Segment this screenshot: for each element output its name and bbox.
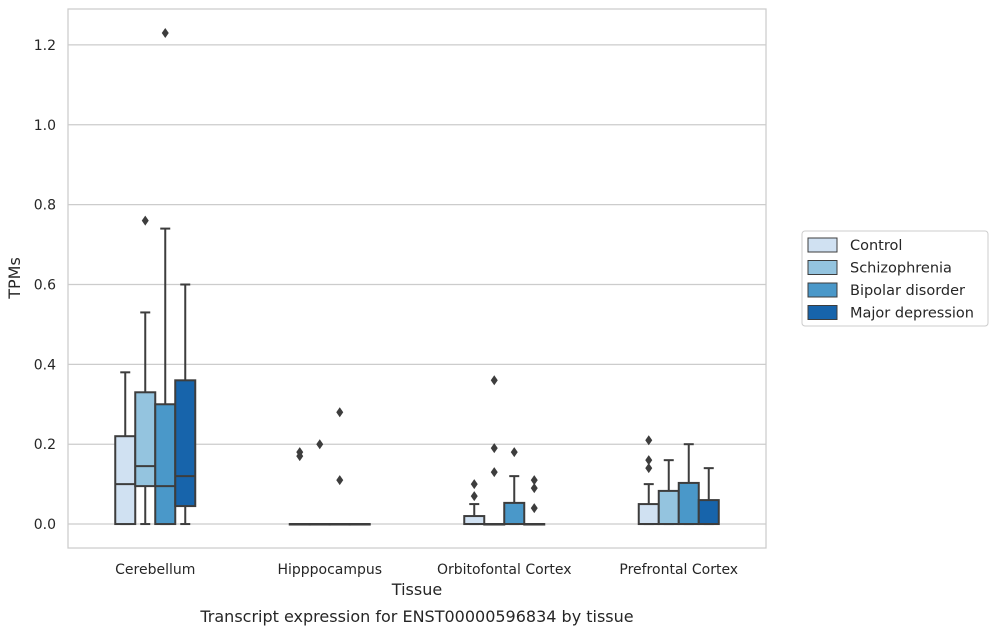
- outlier-point: [530, 475, 538, 486]
- legend: Control Schizophrenia Bipolar disorder Majo…: [801, 230, 989, 327]
- y-tick-label: 0.4: [34, 357, 56, 373]
- outlier-point: [336, 475, 344, 486]
- box: [503, 501, 526, 526]
- legend-label: Major depression: [850, 306, 974, 322]
- box: [154, 403, 177, 526]
- outlier-point: [530, 483, 538, 494]
- legend-label: Schizophrenia: [850, 261, 952, 277]
- outlier-point: [645, 463, 653, 474]
- outlier-point: [510, 447, 518, 458]
- legend-swatch: [807, 260, 838, 275]
- box-group: [114, 27, 720, 526]
- box: [697, 499, 720, 526]
- x-axis-label: Tissue: [391, 580, 442, 599]
- x-tick-label: Hipppocampus: [277, 562, 382, 578]
- box: [174, 379, 197, 508]
- y-axis-label: TPMs: [5, 257, 24, 300]
- x-tick-labels: Cerebellum Hipppocampus Orbitofontal Corte…: [115, 562, 738, 578]
- legend-frame: [801, 230, 989, 327]
- outlier-point: [645, 455, 653, 466]
- outlier-point: [490, 375, 498, 386]
- y-tick-label: 1.0: [34, 118, 56, 134]
- outlier-point: [490, 467, 498, 478]
- y-tick-label: 0.6: [34, 277, 56, 293]
- box: [114, 435, 137, 526]
- legend-swatch: [807, 305, 838, 320]
- legend-swatch: [807, 237, 838, 253]
- x-tick-label: Orbitofontal Cortex: [437, 562, 572, 578]
- y-tick-label: 1.2: [34, 38, 56, 54]
- outlier-point: [490, 443, 498, 454]
- outlier-point: [296, 447, 304, 458]
- outlier-point: [470, 491, 478, 502]
- box: [677, 481, 700, 526]
- chart-caption: Transcript expression for ENST0000059683…: [199, 607, 633, 626]
- y-tick-labels: 0.0 0.2 0.4 0.6 0.8 1.0 1.2: [34, 38, 56, 533]
- outlier-point: [316, 439, 324, 450]
- y-tick-label: 0.8: [34, 198, 56, 214]
- legend-swatch: [807, 282, 838, 298]
- y-tick-label: 0.0: [34, 517, 56, 533]
- outlier-point: [645, 435, 653, 446]
- x-tick-label: Cerebellum: [115, 562, 195, 578]
- box: [463, 515, 486, 526]
- legend-label: Bipolar disorder: [850, 283, 965, 299]
- legend-label: Control: [850, 238, 902, 254]
- outlier-point: [470, 479, 478, 490]
- box: [657, 489, 680, 526]
- outlier-point: [336, 407, 344, 418]
- y-tick-label: 0.2: [34, 437, 56, 453]
- box: [134, 391, 157, 488]
- plot-frame: [67, 8, 767, 549]
- outlier-point: [141, 215, 149, 226]
- outlier-point: [161, 27, 169, 38]
- outlier-point: [530, 503, 538, 514]
- box: [637, 503, 660, 526]
- x-tick-label: Prefrontal Cortex: [619, 562, 738, 578]
